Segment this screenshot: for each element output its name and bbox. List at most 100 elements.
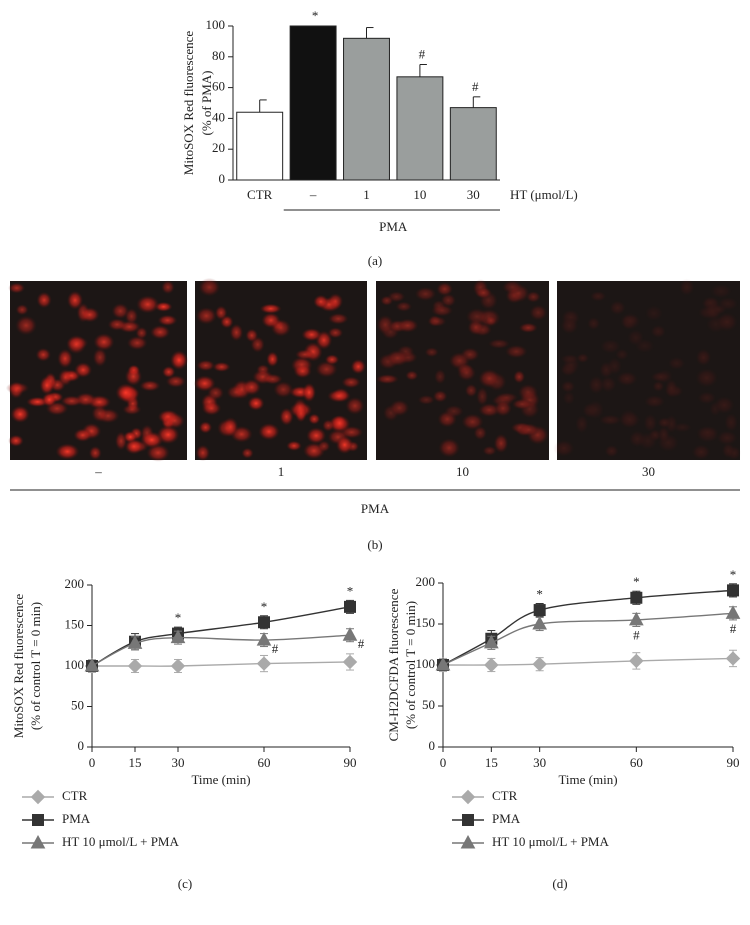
legend-label: HT 10 μmol/L + PMA <box>492 834 609 849</box>
cell <box>560 316 579 335</box>
cell <box>436 281 454 297</box>
cell <box>124 438 144 455</box>
cell <box>560 353 580 364</box>
cell <box>15 304 29 316</box>
point <box>342 654 358 670</box>
cell <box>124 308 139 325</box>
cell <box>5 382 30 395</box>
point <box>532 615 548 630</box>
point <box>460 834 476 849</box>
cell <box>111 303 130 320</box>
point <box>30 789 46 805</box>
cell <box>35 347 52 362</box>
cell <box>586 316 601 331</box>
cell <box>513 370 526 384</box>
cells <box>375 279 549 458</box>
point <box>460 789 476 805</box>
x-tick-label: 90 <box>727 755 740 770</box>
cell <box>657 417 672 429</box>
x-tick-label: 30 <box>467 187 480 202</box>
cell <box>482 445 497 456</box>
significance-marker: * <box>347 583 354 598</box>
cell <box>405 370 419 381</box>
cell <box>146 443 170 462</box>
cell <box>93 333 115 351</box>
cell <box>332 415 347 431</box>
bar <box>343 37 390 181</box>
cell <box>36 291 52 309</box>
cell <box>91 404 108 423</box>
cell <box>389 399 410 417</box>
significance-marker: * <box>312 8 319 23</box>
point <box>483 634 499 649</box>
cell <box>709 283 733 299</box>
cell <box>279 407 294 426</box>
y-axis-label: (% of control T = 0 min) <box>28 602 43 730</box>
cell <box>327 327 344 339</box>
cell <box>427 316 447 327</box>
cell <box>517 383 539 401</box>
caption: (d) <box>552 876 567 891</box>
cell <box>487 338 511 349</box>
x-tick-label: 15 <box>129 755 142 770</box>
x-axis-label: Time (min) <box>191 772 250 787</box>
cell <box>434 368 447 385</box>
y-tick-label: 200 <box>65 576 85 591</box>
cell <box>664 378 678 398</box>
cell <box>598 414 623 426</box>
x-tick-label: 10 <box>413 187 426 202</box>
cell <box>473 425 488 441</box>
cell <box>164 412 185 429</box>
cell <box>599 375 617 393</box>
image-label: – <box>94 464 102 479</box>
cell <box>724 412 739 433</box>
cell <box>207 385 225 401</box>
micrograph-panel <box>5 277 742 462</box>
cell <box>79 307 100 323</box>
cell <box>553 439 575 457</box>
point <box>342 627 358 641</box>
cell <box>667 356 686 371</box>
cell <box>8 434 24 447</box>
y-tick-label: 0 <box>78 738 85 753</box>
x-tick-label: 1 <box>363 187 370 202</box>
series-line <box>442 612 734 666</box>
cell <box>170 350 188 370</box>
legend-label: CTR <box>492 788 518 803</box>
significance-marker: # <box>472 79 479 94</box>
x-tick-label: 30 <box>172 755 185 770</box>
cell <box>313 294 329 309</box>
image-label: 1 <box>278 464 285 479</box>
cell <box>518 423 540 437</box>
bar <box>289 25 337 181</box>
group-label: PMA <box>379 219 408 234</box>
cell <box>650 324 667 339</box>
significance-marker: # <box>358 636 365 651</box>
point <box>628 611 644 626</box>
cell <box>417 394 436 405</box>
point <box>484 657 499 673</box>
bar <box>449 107 497 181</box>
x-tick-label: – <box>309 187 317 202</box>
cell <box>295 349 315 360</box>
cell <box>560 380 576 393</box>
cell <box>161 280 175 295</box>
cell <box>165 375 186 388</box>
cell <box>315 360 338 378</box>
point <box>344 600 356 613</box>
significance-marker: # <box>633 627 640 642</box>
point <box>30 834 46 849</box>
cell <box>74 362 93 378</box>
point <box>533 604 546 617</box>
cell <box>222 416 239 437</box>
cell <box>604 444 619 458</box>
significance-marker: # <box>419 46 426 61</box>
cell <box>695 348 712 367</box>
cell <box>115 383 137 403</box>
y-tick-label: 50 <box>71 697 84 712</box>
cell <box>327 293 344 310</box>
point <box>258 616 270 629</box>
cell <box>161 365 176 379</box>
x-tick-label: 60 <box>258 755 271 770</box>
cell <box>493 400 513 417</box>
